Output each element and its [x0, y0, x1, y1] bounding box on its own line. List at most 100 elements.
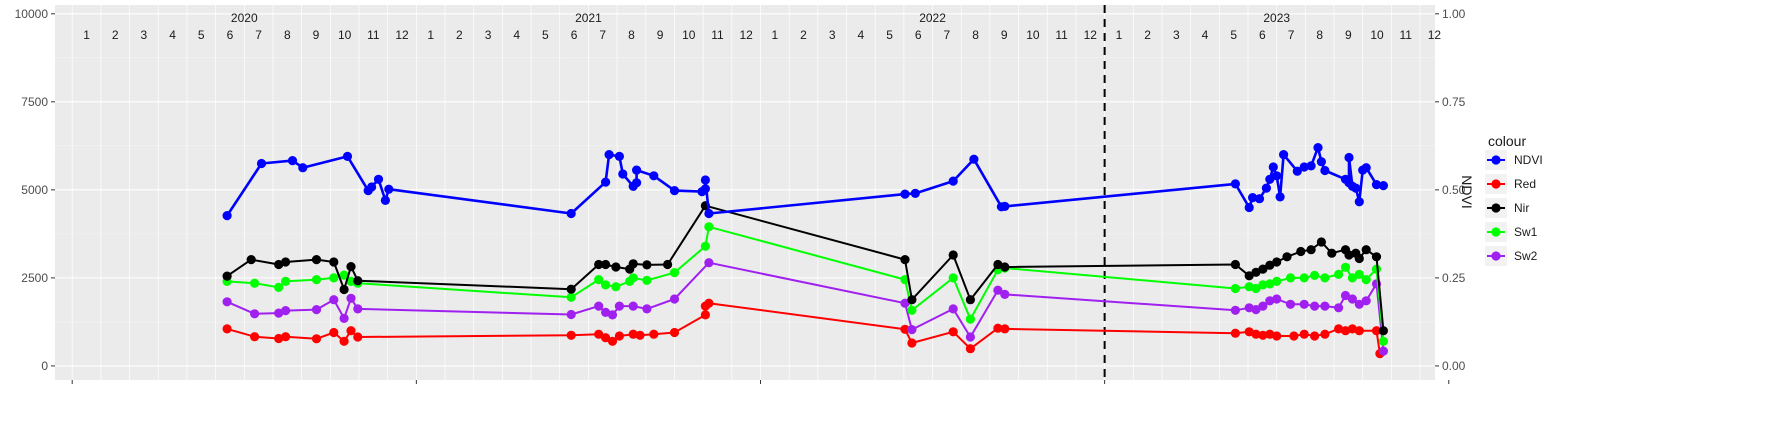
data-point [274, 259, 284, 270]
y2-tick-label: 0.00 [1442, 359, 1466, 373]
data-point [311, 275, 322, 285]
legend-key-point [1491, 251, 1501, 261]
data-point [1378, 346, 1388, 356]
data-point [222, 211, 232, 221]
month-label: 11 [1055, 28, 1068, 42]
data-point [1378, 336, 1388, 346]
data-point [1244, 202, 1254, 213]
month-label: 6 [915, 28, 922, 42]
data-point [1347, 324, 1357, 334]
data-point [1354, 197, 1364, 207]
data-point [1230, 179, 1240, 189]
data-point [1292, 166, 1302, 176]
month-label: 7 [1288, 28, 1295, 42]
month-label: 10 [682, 28, 696, 42]
month-label: 5 [542, 28, 549, 42]
data-point [614, 331, 625, 341]
data-point [628, 273, 638, 283]
data-point [1371, 252, 1382, 262]
data-point [566, 284, 576, 294]
series-nir [222, 201, 1388, 336]
month-label: 3 [1173, 28, 1180, 42]
data-point [907, 338, 917, 348]
month-label: 8 [628, 28, 635, 42]
data-point [1230, 328, 1240, 338]
data-point [353, 304, 363, 314]
data-point [628, 329, 638, 339]
year-label: 2020 [231, 11, 258, 25]
month-label: 6 [227, 28, 234, 42]
data-point [1000, 289, 1010, 299]
data-point [281, 306, 291, 316]
data-point [1275, 192, 1285, 202]
data-point [1258, 264, 1268, 274]
month-label: 1 [771, 28, 778, 42]
month-label: 7 [255, 28, 262, 42]
data-point [367, 182, 377, 192]
data-point [1313, 143, 1323, 153]
data-point [1272, 294, 1282, 304]
data-point [632, 178, 642, 188]
data-point [329, 327, 339, 338]
data-point [1285, 273, 1296, 283]
month-label: 7 [944, 28, 951, 42]
data-point [1371, 180, 1382, 190]
month-label: 11 [711, 28, 724, 42]
data-point [1310, 331, 1320, 341]
data-point [607, 336, 618, 346]
data-point [642, 304, 652, 314]
data-point [329, 273, 339, 283]
data-point [1265, 174, 1275, 184]
data-point [669, 268, 680, 278]
data-point [907, 295, 917, 305]
data-point [384, 184, 394, 194]
data-point [1299, 299, 1309, 309]
data-point [642, 275, 652, 285]
data-point [618, 169, 628, 179]
y2-axis-title: NDVI [1459, 175, 1475, 208]
data-point [1000, 324, 1010, 334]
data-point [910, 188, 920, 198]
y2-tick-label: 0.50 [1442, 183, 1466, 197]
data-point [1244, 271, 1254, 281]
data-point [250, 278, 260, 288]
month-label: 6 [1259, 28, 1266, 42]
legend-label: NDVI [1514, 153, 1543, 167]
y2-tick-label: 0.75 [1442, 95, 1466, 109]
data-point [339, 313, 349, 323]
month-label: 9 [313, 28, 320, 42]
data-point [700, 241, 711, 251]
month-label: 10 [1026, 28, 1040, 42]
month-label: 10 [338, 28, 352, 42]
data-point [1334, 269, 1344, 279]
data-point [900, 255, 910, 265]
data-point [1230, 259, 1240, 270]
data-point [1258, 301, 1268, 311]
data-point [1230, 283, 1240, 294]
month-label: 12 [1428, 28, 1442, 42]
y-tick-label: 2500 [21, 271, 48, 285]
data-point [281, 257, 291, 267]
data-point [594, 275, 604, 285]
data-point [380, 195, 390, 205]
data-point [611, 262, 621, 272]
data-point [274, 308, 284, 318]
data-point [900, 189, 910, 199]
data-point [1258, 280, 1268, 290]
data-point [663, 259, 673, 270]
data-point [1230, 305, 1240, 315]
month-label: 8 [1316, 28, 1323, 42]
data-point [274, 333, 284, 344]
data-point [1282, 252, 1292, 262]
year-label: 2022 [919, 11, 946, 25]
data-point [607, 310, 618, 320]
data-point [339, 284, 349, 295]
data-point [1272, 257, 1282, 267]
data-point [311, 255, 322, 265]
month-label: 4 [858, 28, 865, 42]
y-tick-label: 10000 [15, 7, 49, 21]
data-point [965, 332, 976, 342]
data-point [907, 325, 917, 335]
data-point [281, 332, 291, 342]
